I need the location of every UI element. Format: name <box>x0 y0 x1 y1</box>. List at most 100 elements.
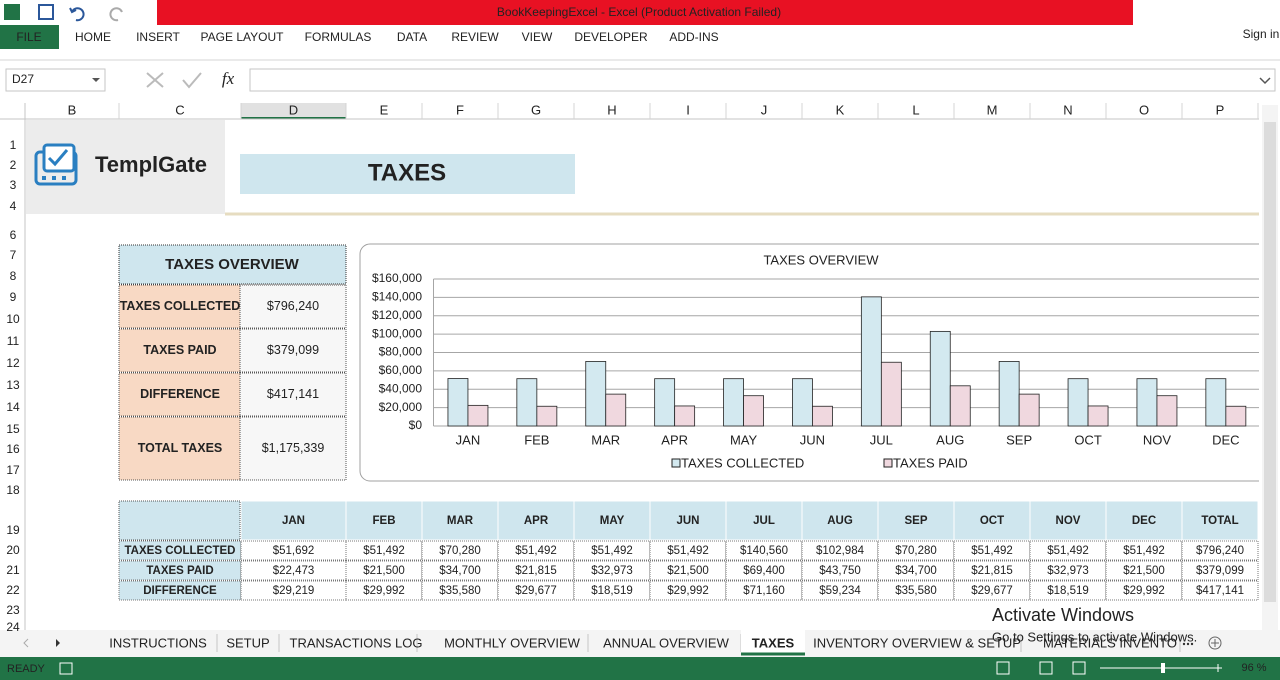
ribbon-tab[interactable]: INSERT <box>136 30 180 44</box>
sheet-tab[interactable]: TAXES <box>752 635 795 650</box>
undo-icon[interactable] <box>69 7 85 22</box>
column-header[interactable]: N <box>1063 102 1072 117</box>
column-header[interactable]: G <box>531 102 541 117</box>
row-header[interactable]: 21 <box>6 563 20 577</box>
table-value: $140,560 <box>740 545 788 557</box>
macro-icon[interactable] <box>59 662 73 675</box>
fx-button[interactable]: fx <box>222 69 235 88</box>
ribbon-tab[interactable]: DEVELOPER <box>574 30 648 44</box>
table-value: $51,492 <box>591 545 633 557</box>
name-box-arrow[interactable] <box>92 78 100 82</box>
ribbon-tab[interactable]: HOME <box>75 30 111 44</box>
ribbon-tab[interactable]: ADD-INS <box>669 30 718 44</box>
ribbon-tab[interactable]: FILE <box>16 30 41 44</box>
scroll-thumb[interactable] <box>1264 122 1276 602</box>
sheet-tab[interactable]: SETUP <box>226 635 269 650</box>
zoom-thumb[interactable] <box>1161 663 1165 673</box>
sheet-tab[interactable]: TRANSACTIONS LOG <box>290 635 423 650</box>
row-header[interactable]: 13 <box>6 378 20 392</box>
cancel-icon[interactable] <box>146 72 164 88</box>
page-break-view[interactable] <box>1072 661 1086 675</box>
bar <box>585 361 607 427</box>
column-header[interactable]: K <box>836 102 845 117</box>
row-header[interactable]: 23 <box>6 603 20 617</box>
ribbon-tab[interactable]: FORMULAS <box>305 30 372 44</box>
row-header[interactable]: 10 <box>6 312 20 326</box>
row-header[interactable]: 7 <box>10 248 17 262</box>
page-layout-view[interactable] <box>1039 661 1053 675</box>
sheet-tab[interactable]: MONTHLY OVERVIEW <box>444 635 581 650</box>
row-header[interactable]: 11 <box>7 334 20 348</box>
row-header[interactable]: 20 <box>6 543 20 557</box>
ribbon-tab[interactable]: VIEW <box>522 30 553 44</box>
sheet-tab[interactable]: INSTRUCTIONS <box>109 635 207 650</box>
formula-expand[interactable] <box>1259 77 1271 85</box>
column-header[interactable]: L <box>912 102 919 117</box>
enter-icon[interactable] <box>182 72 202 89</box>
chart-title: TAXES OVERVIEW <box>763 252 879 267</box>
column-header[interactable]: I <box>686 102 690 117</box>
column-header[interactable]: P <box>1216 102 1225 117</box>
zoom-level[interactable]: 96 % <box>1241 662 1266 674</box>
y-tick-label: $100,000 <box>372 326 422 340</box>
sheet-tab[interactable]: MATERIALS INVENTO <box>1043 635 1177 650</box>
ribbon-tab[interactable]: REVIEW <box>451 30 499 44</box>
save-icon[interactable] <box>38 4 54 20</box>
row-header[interactable]: 18 <box>6 483 20 497</box>
column-header[interactable]: M <box>987 102 998 117</box>
table-header: SEP <box>904 515 927 527</box>
row-header[interactable]: 14 <box>6 400 20 414</box>
table-value: $18,519 <box>591 585 633 597</box>
column-header[interactable]: J <box>761 102 768 117</box>
column-header[interactable]: O <box>1139 102 1149 117</box>
row-header[interactable]: 17 <box>6 463 20 477</box>
ribbon-tab[interactable]: DATA <box>397 30 427 44</box>
table-cell <box>345 560 423 581</box>
bar <box>1205 378 1227 427</box>
active-column-header <box>241 103 346 119</box>
more-tabs[interactable] <box>1182 642 1194 646</box>
column-header[interactable]: F <box>456 102 464 117</box>
row-header[interactable]: 19 <box>6 523 20 537</box>
tab-next[interactable] <box>56 639 60 647</box>
sheet-tab[interactable]: INVENTORY OVERVIEW & SETUP <box>813 635 1021 650</box>
formula-input[interactable] <box>249 68 1276 92</box>
overview-label: TAXES PAID <box>143 343 216 357</box>
column-header[interactable]: E <box>380 102 389 117</box>
row-header[interactable]: 12 <box>6 356 20 370</box>
table-header-cell <box>1029 500 1107 541</box>
row-header[interactable]: 1 <box>10 138 17 152</box>
row-header[interactable]: 8 <box>10 269 17 283</box>
table-value: $35,580 <box>439 585 481 597</box>
table-value: $21,500 <box>363 565 405 577</box>
x-tick-label: NOV <box>1143 432 1172 447</box>
row-header[interactable]: 9 <box>10 290 17 304</box>
row-header[interactable]: 4 <box>10 199 17 213</box>
row-header[interactable]: 24 <box>6 620 20 634</box>
row-header[interactable]: 16 <box>6 442 20 456</box>
column-header[interactable]: B <box>68 102 77 117</box>
new-sheet[interactable] <box>1208 636 1222 650</box>
column-header[interactable]: C <box>175 102 184 117</box>
row-header[interactable]: 6 <box>10 228 17 242</box>
excel-icon[interactable] <box>4 4 20 20</box>
file-tab[interactable] <box>0 25 59 49</box>
table-header-cell <box>497 500 575 541</box>
row-header[interactable]: 3 <box>10 178 17 192</box>
normal-view[interactable] <box>996 661 1010 675</box>
table-cell <box>953 560 1031 581</box>
row-header[interactable]: 2 <box>10 158 17 172</box>
new-sheet-plus[interactable] <box>1211 639 1219 647</box>
row-header[interactable]: 22 <box>6 583 20 597</box>
overview-label-cell <box>118 416 241 481</box>
name-box[interactable] <box>5 68 106 92</box>
redo-icon[interactable] <box>109 7 123 22</box>
sheet-tab[interactable]: ANNUAL OVERVIEW <box>603 635 729 650</box>
row-header[interactable]: 15 <box>6 422 20 436</box>
tab-prev[interactable] <box>23 638 29 648</box>
column-header[interactable]: D <box>289 102 298 117</box>
sign-in[interactable]: Sign in <box>1243 27 1280 41</box>
ribbon-tab[interactable]: PAGE LAYOUT <box>201 30 285 44</box>
column-header[interactable]: H <box>607 102 616 117</box>
